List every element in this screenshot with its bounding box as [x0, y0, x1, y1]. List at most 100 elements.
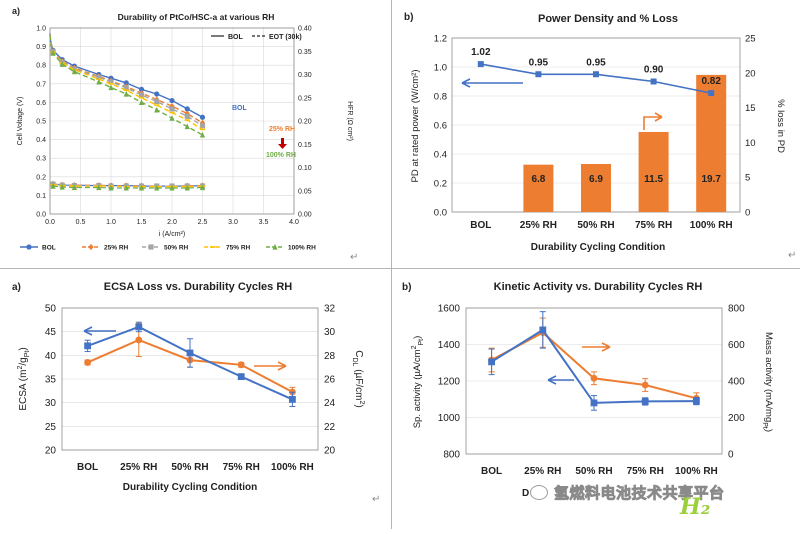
- x-axis-label-partial: D: [522, 488, 529, 499]
- y2-tick-label: 24: [324, 398, 336, 409]
- y-tick-label: 0.3: [36, 156, 46, 163]
- power-density-panel: b) Power Density and % Loss 6.8 6.9 11.5 19…: [398, 0, 796, 264]
- hfr-point: [71, 184, 77, 191]
- down-arrow-icon: [278, 138, 287, 149]
- x-tick-label: 50% RH: [577, 220, 614, 231]
- y2-tick-label: 400: [728, 377, 745, 388]
- x-tick-label: BOL: [470, 220, 491, 231]
- plot-frame: [465, 307, 723, 455]
- x-tick-label: 50% RH: [575, 466, 612, 477]
- panel-divider: [0, 268, 800, 269]
- ecsa-panel: a) ECSA Loss vs. Durability Cycles RH 20…: [8, 270, 387, 529]
- voltage-point: [169, 97, 175, 104]
- y2-tick-label: 0.35: [298, 49, 312, 56]
- x-tick-label: BOL: [481, 466, 502, 477]
- series-point: [488, 358, 495, 366]
- right-arrow-icon: [254, 361, 287, 371]
- voltage-point: [96, 78, 102, 85]
- x-tick-label: 25% RH: [520, 220, 557, 231]
- hfr-point: [123, 184, 129, 191]
- right-arrow-icon: [582, 342, 611, 352]
- y2-tick-label: 32: [324, 304, 336, 315]
- y-tick-label: 0.6: [434, 121, 447, 132]
- y-tick-label: 0.5: [36, 119, 46, 126]
- annotation-25rh: 25% RH: [269, 126, 295, 133]
- right-arrow-icon: [643, 112, 663, 130]
- hfr-point: [154, 184, 160, 191]
- polarization-chart: a) Durability of PtCo/HSC-a at various R…: [12, 6, 358, 263]
- y2-tick-label: 600: [728, 340, 745, 351]
- hfr-point: [108, 184, 114, 191]
- y-axis-label: Sp. activity (µA/cm2Pt): [411, 336, 425, 429]
- line-data-label: 0.95: [586, 57, 606, 68]
- series-point: [135, 336, 143, 344]
- y-tick-label: 0.8: [36, 63, 46, 70]
- voltage-series-line: [49, 34, 203, 127]
- series-point: [186, 349, 194, 357]
- power-density-chart: b) Power Density and % Loss 6.8 6.9 11.5 19…: [404, 12, 796, 261]
- x-axis-label: Durability Cycling Condition: [123, 482, 257, 493]
- x-tick-label: 0.5: [76, 219, 86, 226]
- voltage-point: [108, 84, 114, 91]
- y-tick-label: 0.2: [434, 179, 447, 190]
- hfr-point: [138, 184, 145, 191]
- series-point: [237, 373, 245, 381]
- voltage-point: [184, 123, 190, 130]
- y-tick-label: 1600: [438, 304, 461, 315]
- voltage-point: [184, 113, 190, 119]
- voltage-point: [71, 68, 77, 75]
- y2-tick-label: 0.05: [298, 188, 312, 195]
- legend-eot: EOT (30k): [269, 34, 302, 41]
- legend-marker: [272, 243, 278, 250]
- y2-axis-label: % loss in PD: [775, 99, 786, 153]
- y2-tick-label: 28: [324, 351, 336, 362]
- x-tick-label: 2.5: [198, 219, 208, 226]
- line-data-label: 0.90: [644, 65, 664, 76]
- y-tick-label: 1.0: [434, 63, 447, 74]
- y-tick-label: 0.8: [434, 92, 447, 103]
- voltage-series-line: [49, 33, 203, 118]
- bar-data-label: 11.5: [644, 174, 663, 185]
- hfr-point: [169, 184, 175, 191]
- power-density-line: [480, 63, 712, 94]
- line-data-label: 0.95: [529, 57, 549, 68]
- voltage-point: [199, 119, 206, 126]
- y2-tick-label: 0.20: [298, 119, 312, 126]
- y2-tick-label: 5: [745, 173, 750, 184]
- panel-letter: b): [404, 12, 413, 23]
- x-tick-label: 75% RH: [635, 220, 672, 231]
- x-tick-label: 3.0: [228, 219, 238, 226]
- y2-tick-label: 0: [728, 450, 734, 461]
- plot-frame: [49, 27, 295, 215]
- voltage-point: [96, 74, 102, 80]
- y2-tick-label: 800: [728, 304, 745, 315]
- x-tick-label: 3.5: [259, 219, 269, 226]
- line-data-label: 0.82: [701, 76, 721, 87]
- y2-tick-label: 22: [324, 422, 336, 433]
- hfr-point: [50, 183, 56, 189]
- y2-tick-label: 30: [324, 327, 336, 338]
- legend-marker: [26, 244, 32, 250]
- y-tick-label: 0.6: [36, 100, 46, 107]
- series-point: [641, 398, 649, 405]
- y2-tick-label: 25: [745, 34, 756, 45]
- x-axis-label: Durability Cycling Condition: [531, 242, 665, 253]
- power-density-point: [477, 61, 484, 68]
- y2-tick-label: 0: [745, 208, 750, 219]
- voltage-point: [169, 106, 175, 112]
- x-tick-label: 50% RH: [171, 462, 208, 473]
- voltage-point: [154, 106, 160, 113]
- line-data-label: 1.02: [471, 47, 491, 58]
- voltage-point: [138, 86, 145, 92]
- ecsa-chart: a) ECSA Loss vs. Durability Cycles RH 20…: [12, 281, 380, 505]
- loss-bar: [581, 163, 611, 212]
- y-tick-label: 50: [45, 304, 57, 315]
- voltage-point: [154, 91, 160, 97]
- left-arrow-icon: [461, 78, 523, 88]
- left-arrow-icon: [83, 326, 116, 336]
- y2-tick-label: 0.00: [298, 212, 312, 219]
- legend-label: 100% RH: [288, 245, 316, 252]
- y2-tick-label: 20: [745, 68, 756, 79]
- x-tick-label: 4.0: [289, 219, 299, 226]
- y-tick-label: 1400: [438, 340, 461, 351]
